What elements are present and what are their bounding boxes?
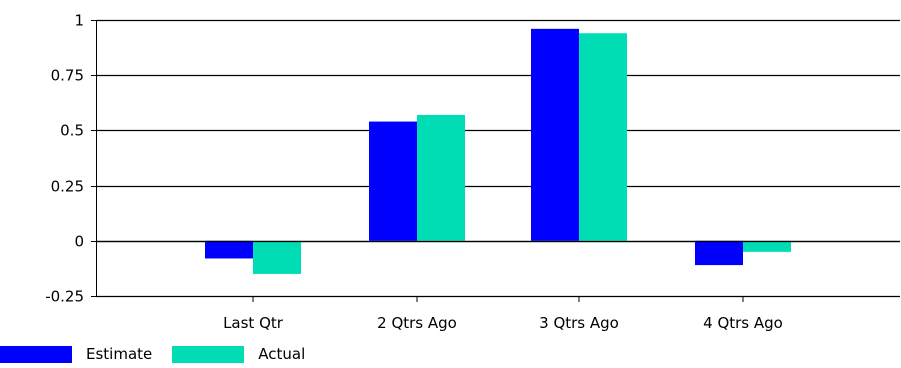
- legend-label-actual: Actual: [258, 345, 306, 363]
- bar-chart: 1 0.75 0.5 0.25 0 -0.25 Last Qtr 2 Qtrs Ago 3 Qt…: [45, 12, 900, 333]
- bar-estimate-2: [531, 28, 579, 241]
- x-tick-label: 2 Qtrs Ago: [377, 314, 457, 332]
- bar-estimate-3: [695, 240, 743, 266]
- y-tick-label: 1: [74, 12, 84, 30]
- x-tick-label: 3 Qtrs Ago: [539, 314, 619, 332]
- x-tick-label: 4 Qtrs Ago: [703, 314, 783, 332]
- y-tick-label: 0: [74, 233, 84, 251]
- tick-labels: 1 0.75 0.5 0.25 0 -0.25 Last Qtr 2 Qtrs Ago 3 Qt…: [45, 12, 783, 333]
- bar-estimate-0: [205, 240, 253, 259]
- bar-actual-0: [253, 240, 301, 274]
- y-tick-label: 0.75: [51, 67, 84, 85]
- legend-label-estimate: Estimate: [86, 345, 153, 363]
- legend-swatch-estimate: [0, 345, 72, 363]
- y-tick-label: -0.25: [45, 288, 84, 306]
- legend-entry-actual: Actual: [172, 345, 305, 363]
- legend-entry-estimate: Estimate: [0, 345, 152, 363]
- x-tick-label: Last Qtr: [223, 314, 284, 332]
- axes: [91, 20, 900, 302]
- y-tick-label: 0.5: [60, 122, 84, 140]
- bar-actual-2: [579, 33, 627, 241]
- legend-swatch-actual: [172, 345, 245, 363]
- bar-actual-3: [743, 240, 791, 252]
- bar-estimate-1: [369, 121, 417, 241]
- legend: Estimate Actual: [0, 343, 325, 365]
- bars: [205, 28, 791, 274]
- bar-actual-1: [417, 114, 465, 241]
- y-tick-label: 0.25: [51, 178, 84, 196]
